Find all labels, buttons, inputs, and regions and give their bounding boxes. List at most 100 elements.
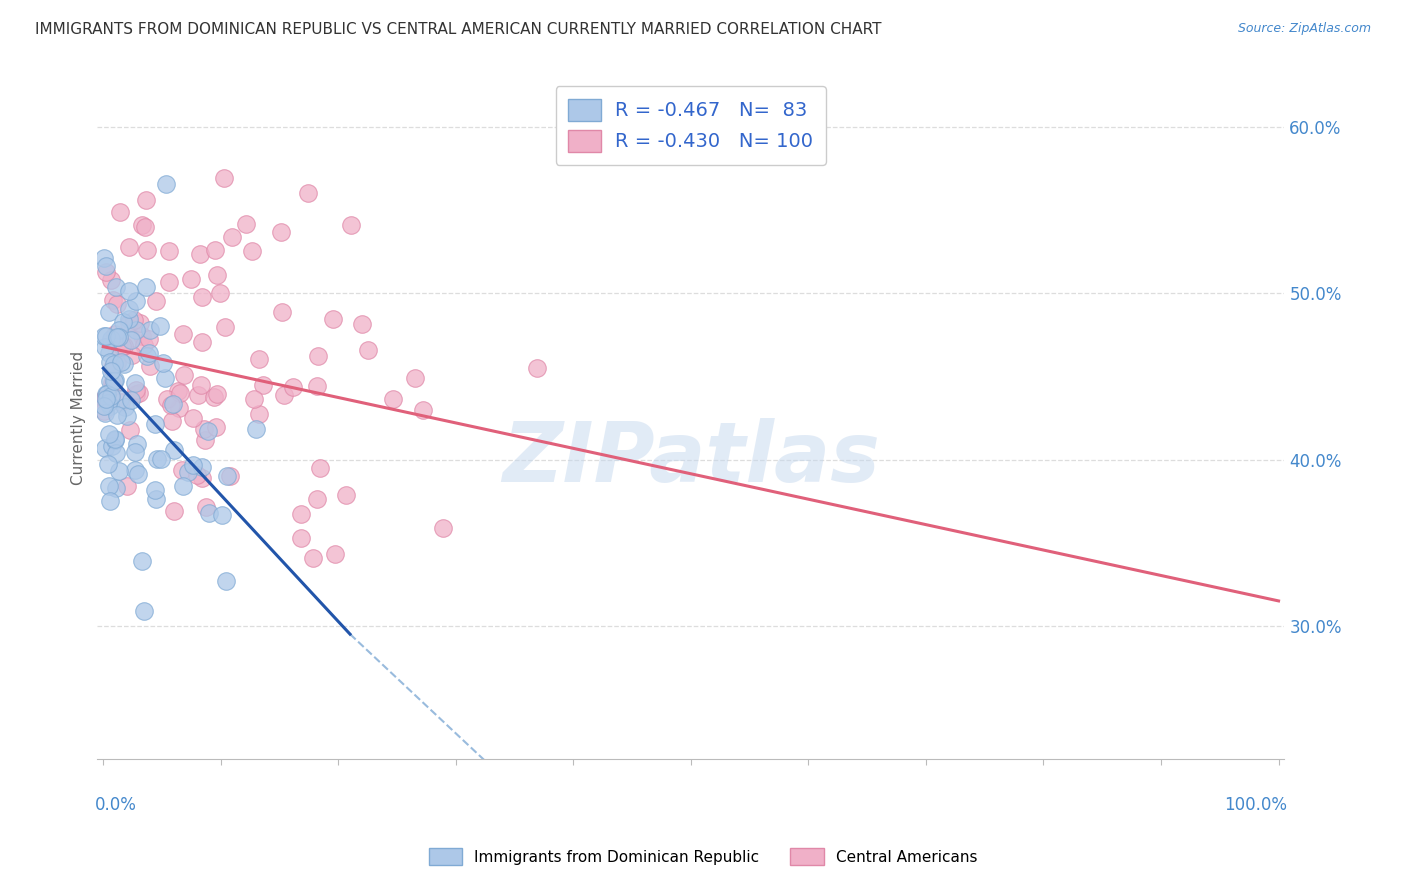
Point [105, 280, 128, 294]
Point [103, 374, 125, 388]
Point [103, 357, 125, 371]
Point [138, 323, 160, 337]
Point [131, 219, 153, 233]
Y-axis label: Currently Married: Currently Married [72, 351, 86, 485]
Point [247, 407, 270, 421]
Point [105, 330, 128, 344]
Point [124, 463, 146, 477]
Point [100, 332, 122, 346]
Point [202, 390, 225, 404]
Point [105, 481, 128, 495]
Point [112, 358, 135, 372]
Point [155, 177, 177, 191]
Text: 0.0%: 0.0% [96, 797, 136, 814]
Point [150, 451, 173, 466]
Point [242, 392, 264, 406]
Text: IMMIGRANTS FROM DOMINICAN REPUBLIC VS CENTRAL AMERICAN CURRENTLY MARRIED CORRELA: IMMIGRANTS FROM DOMINICAN REPUBLIC VS CE… [35, 22, 882, 37]
Point [125, 387, 148, 401]
Point [404, 370, 426, 384]
Point [215, 469, 238, 483]
Legend: R = -0.467   N=  83, R = -0.430   N= 100: R = -0.467 N= 83, R = -0.430 N= 100 [555, 87, 825, 165]
Text: Source: ZipAtlas.com: Source: ZipAtlas.com [1237, 22, 1371, 36]
Point [163, 443, 186, 458]
Point [115, 479, 138, 493]
Point [120, 332, 142, 346]
Point [323, 548, 346, 562]
Point [127, 467, 149, 481]
Point [97, 396, 120, 410]
Point [124, 376, 146, 391]
Point [132, 337, 155, 351]
Legend: Immigrants from Dominican Republic, Central Americans: Immigrants from Dominican Republic, Cent… [422, 842, 984, 871]
Point [526, 360, 548, 375]
Point [94, 406, 117, 420]
Point [214, 320, 236, 334]
Point [103, 327, 125, 342]
Point [93, 251, 115, 265]
Point [94, 264, 117, 278]
Point [124, 323, 146, 337]
Point [297, 186, 319, 200]
Point [412, 403, 434, 417]
Point [105, 408, 128, 422]
Point [290, 531, 312, 545]
Point [93, 400, 115, 414]
Point [155, 371, 177, 385]
Point [94, 392, 117, 406]
Point [101, 376, 124, 390]
Point [191, 460, 214, 475]
Point [135, 280, 157, 294]
Point [191, 334, 214, 349]
Point [93, 404, 115, 418]
Point [172, 463, 194, 477]
Point [110, 395, 132, 409]
Point [131, 554, 153, 568]
Point [172, 326, 194, 341]
Point [173, 368, 195, 382]
Point [107, 297, 129, 311]
Point [181, 458, 204, 472]
Point [108, 329, 131, 343]
Point [135, 243, 157, 257]
Point [219, 468, 242, 483]
Point [301, 550, 323, 565]
Point [138, 332, 160, 346]
Point [118, 311, 141, 326]
Point [94, 259, 117, 273]
Point [105, 356, 128, 370]
Point [209, 286, 232, 301]
Point [108, 205, 131, 219]
Point [273, 387, 295, 401]
Point [124, 445, 146, 459]
Point [194, 500, 217, 515]
Point [132, 604, 155, 618]
Point [93, 328, 115, 343]
Point [163, 503, 186, 517]
Point [235, 217, 257, 231]
Point [118, 423, 141, 437]
Point [211, 508, 233, 523]
Point [143, 417, 166, 431]
Point [204, 419, 226, 434]
Point [97, 458, 120, 472]
Point [100, 364, 122, 378]
Point [197, 424, 219, 438]
Point [139, 359, 162, 373]
Point [381, 392, 404, 406]
Point [156, 392, 179, 406]
Point [198, 506, 221, 520]
Point [112, 315, 135, 329]
Point [94, 340, 117, 354]
Point [97, 427, 120, 442]
Point [131, 328, 153, 343]
Point [188, 247, 211, 261]
Point [159, 398, 181, 412]
Point [152, 356, 174, 370]
Point [190, 377, 212, 392]
Point [191, 290, 214, 304]
Point [322, 312, 344, 326]
Point [240, 244, 263, 258]
Point [249, 351, 271, 366]
Point [335, 488, 357, 502]
Point [114, 401, 136, 415]
